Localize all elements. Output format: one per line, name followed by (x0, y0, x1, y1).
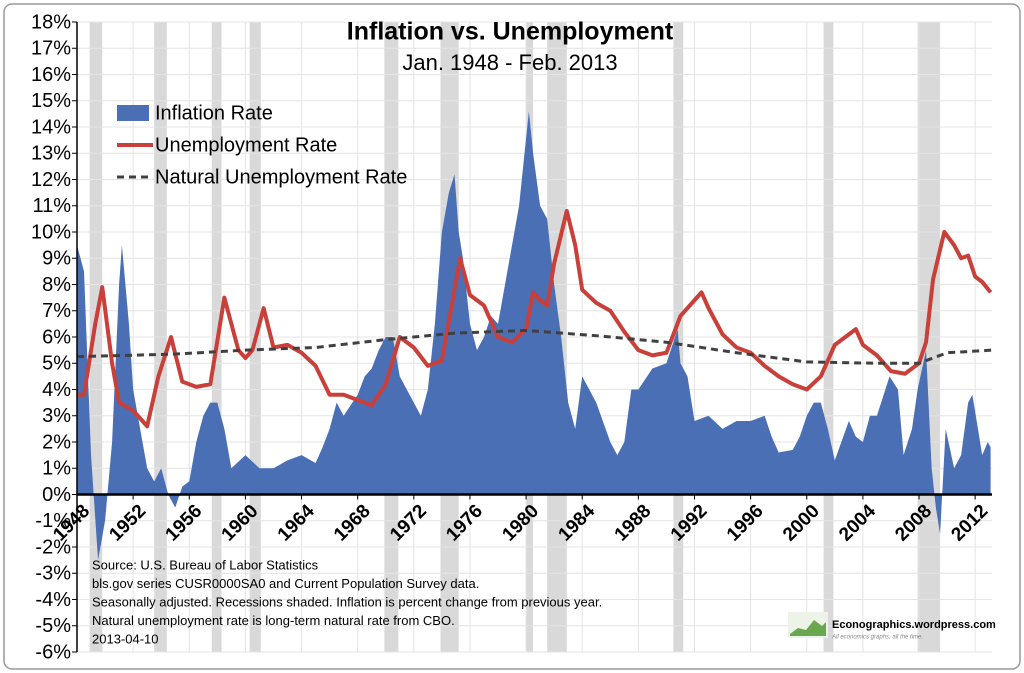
y-tick-label: 4% (42, 379, 71, 401)
legend: Inflation Rate Unemployment Rate Natural U… (117, 102, 407, 188)
note: Natural unemployment rate is long-term n… (92, 613, 455, 628)
y-tick-label: -3% (35, 563, 71, 585)
chart-title: Inflation vs. Unemployment (347, 18, 674, 46)
y-tick-label: 16% (31, 64, 71, 86)
y-tick-label: 18% (31, 11, 71, 33)
chart-subtitle: Jan. 1948 - Feb. 2013 (402, 50, 617, 75)
y-tick-label: 17% (31, 38, 71, 60)
y-tick-label: 14% (31, 116, 71, 138)
series (76, 111, 993, 561)
y-tick-label: -2% (35, 536, 71, 558)
y-tick-label: -5% (35, 615, 71, 637)
y-tick-label: 7% (42, 300, 71, 322)
y-tick-label: 6% (42, 326, 71, 348)
legend-label: Inflation Rate (155, 102, 273, 124)
y-tick-label: 1% (42, 458, 71, 480)
unemployment-line (77, 209, 993, 429)
logo-graphic (790, 620, 826, 636)
notes: Source: U.S. Bureau of Labor Statistics b… (92, 557, 602, 646)
y-tick-label: 8% (42, 274, 71, 296)
y-tick-label: 12% (31, 169, 71, 191)
y-tick-label: 10% (31, 221, 71, 243)
note: Source: U.S. Bureau of Labor Statistics (92, 557, 319, 572)
y-tick-label: -1% (35, 510, 71, 532)
y-tick-label: -6% (35, 641, 71, 663)
note: 2013-04-10 (92, 631, 159, 646)
note: bls.gov series CUSR0000SA0 and Current P… (92, 576, 479, 591)
y-tick-label: 3% (42, 405, 71, 427)
natural-rate-line (76, 328, 993, 365)
inflation-area (77, 111, 991, 561)
y-tick-label: 0% (42, 484, 71, 506)
y-tick-label: 2% (42, 431, 71, 453)
logo-tagline: All economics graphs, all the time. (831, 635, 923, 641)
y-tick-label: 15% (31, 90, 71, 112)
grid (76, 21, 992, 653)
y-tick-label: 9% (42, 248, 71, 270)
legend-swatch (117, 105, 149, 121)
legend-label: Natural Unemployment Rate (155, 166, 407, 188)
logo-title: Econographics.wordpress.com (832, 619, 996, 631)
y-tick-label: 13% (31, 143, 71, 165)
logo: Econographics.wordpress.com All economic… (788, 612, 996, 641)
y-tick-label: 5% (42, 353, 71, 375)
y-tick-label: 11% (32, 195, 71, 217)
legend-label: Unemployment Rate (155, 134, 337, 156)
y-tick-label: -4% (35, 589, 71, 611)
note: Seasonally adjusted. Recessions shaded. … (92, 594, 602, 609)
